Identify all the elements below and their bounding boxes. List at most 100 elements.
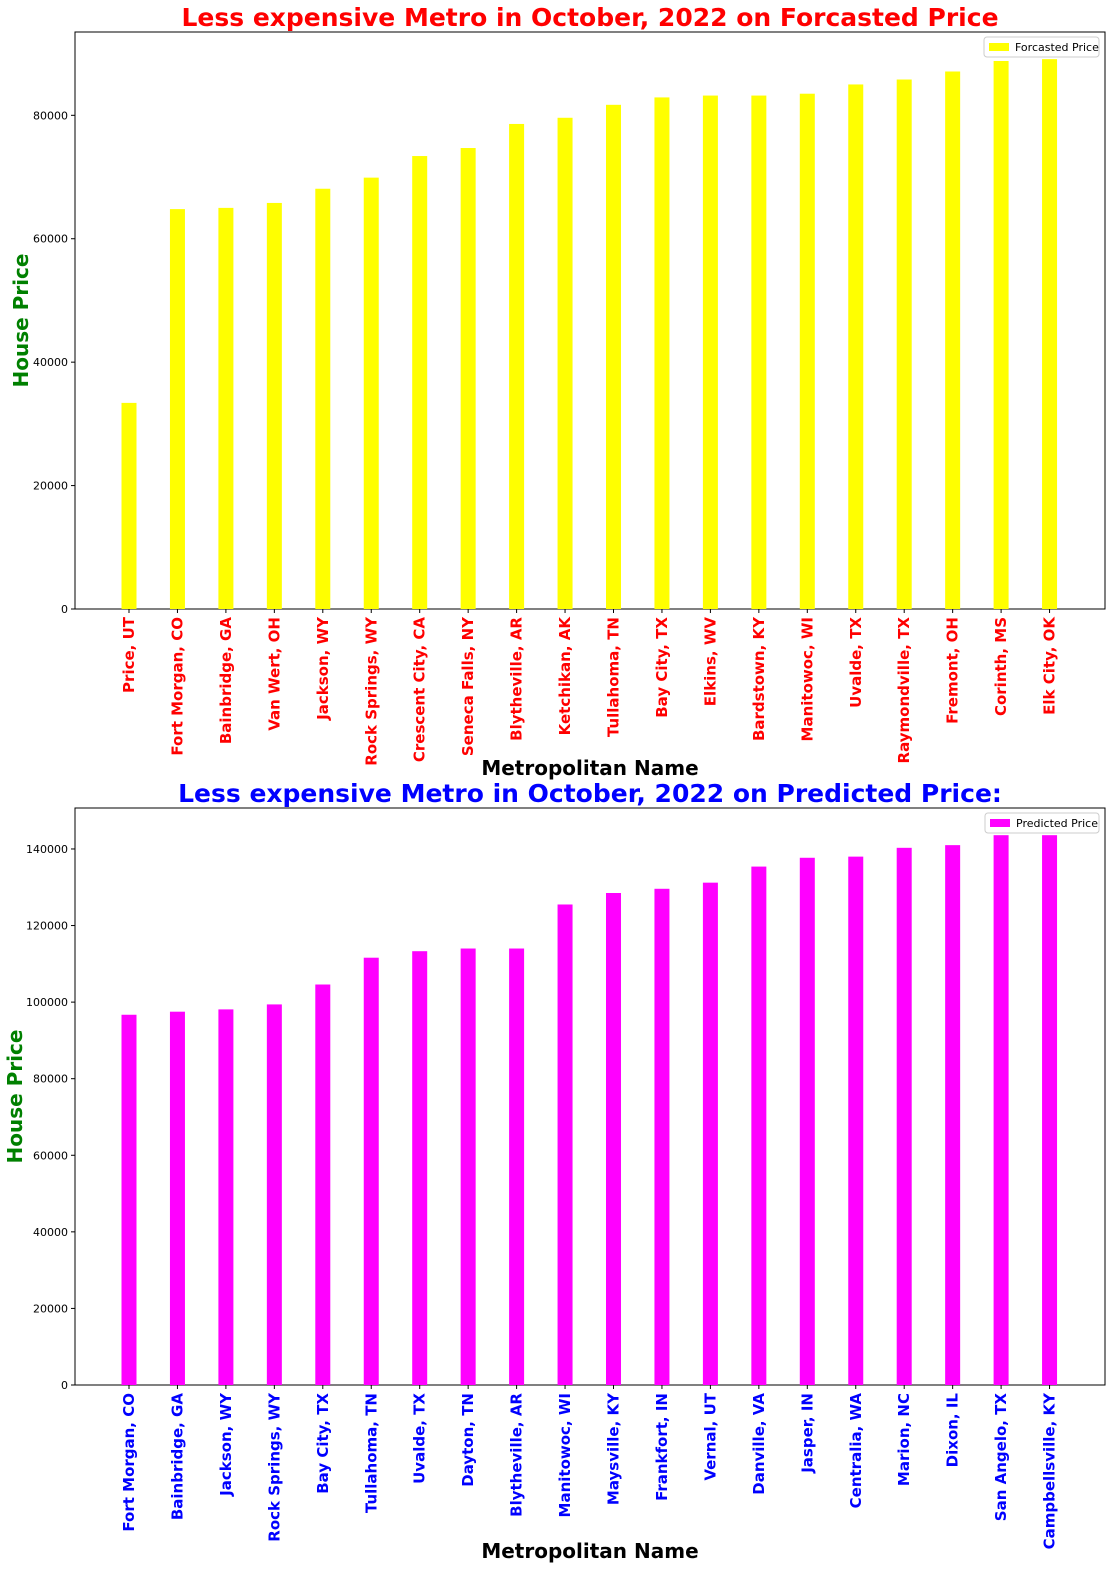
legend-swatch <box>990 819 1010 827</box>
chart-panel-1: Less expensive Metro in October, 2022 on… <box>9 3 1106 780</box>
bar <box>218 1009 234 1385</box>
x-tick-label: Price, UT <box>120 616 138 693</box>
legend: Forcasted Price <box>983 36 1100 58</box>
x-tick-label: Rock Springs, WY <box>362 616 380 766</box>
legend: Predicted Price <box>984 812 1100 834</box>
bar <box>266 1004 282 1385</box>
bar <box>363 957 379 1385</box>
legend-label: Predicted Price <box>1016 817 1098 830</box>
bar <box>654 888 670 1385</box>
y-axis-label: House Price <box>9 254 33 388</box>
x-tick-label: Danville, VA <box>750 1393 768 1495</box>
bar <box>169 1011 185 1385</box>
x-axis-label: Metropolitan Name <box>481 1539 698 1563</box>
y-tick-label: 40000 <box>33 1226 68 1239</box>
x-tick-label: San Angelo, TX <box>992 1393 1010 1522</box>
x-tick-label: Marion, NC <box>895 1393 913 1486</box>
bar <box>412 951 428 1385</box>
y-tick-label: 100000 <box>26 996 68 1009</box>
y-tick-label: 80000 <box>33 1073 68 1086</box>
bar <box>993 835 1009 1385</box>
y-tick-label: 0 <box>61 1379 68 1392</box>
x-tick-label: Tullahoma, TN <box>605 617 623 737</box>
bar <box>654 97 670 609</box>
x-tick-label: Rock Springs, WY <box>265 1392 283 1542</box>
bar <box>218 207 234 609</box>
y-axis-label: House Price <box>3 1030 27 1164</box>
bar <box>460 948 476 1385</box>
x-tick-label: Vernal, UT <box>701 1392 719 1480</box>
y-tick-label: 20000 <box>33 480 68 493</box>
legend-box <box>984 812 1100 834</box>
x-tick-label: Frankfort, IN <box>653 1393 671 1501</box>
x-tick-label: Ketchikan, AK <box>556 616 574 736</box>
bar <box>460 148 476 610</box>
x-tick-label: Bainbridge, GA <box>168 1393 186 1521</box>
bar <box>993 61 1009 610</box>
x-tick-label: Elkins, WV <box>701 617 719 707</box>
x-tick-label: Bardstown, KY <box>750 616 768 741</box>
x-tick-label: Centralia, WA <box>847 1393 865 1509</box>
bar <box>799 93 815 609</box>
legend-box <box>983 36 1100 58</box>
y-tick-label: 80000 <box>33 109 68 122</box>
bar <box>121 402 137 609</box>
x-tick-label: Bay City, TX <box>653 617 671 718</box>
x-tick-label: Jackson, WY <box>217 1392 235 1497</box>
y-tick-label: 0 <box>61 603 68 616</box>
x-tick-label: Jasper, IN <box>798 1393 816 1474</box>
plot-frame <box>74 807 1106 1386</box>
x-tick-label: Crescent City, CA <box>411 617 429 763</box>
chart-title: Less expensive Metro in October, 2022 on… <box>178 779 1002 808</box>
x-tick-label: Blytheville, AR <box>508 1393 526 1517</box>
bar <box>799 857 815 1385</box>
bar <box>121 1014 137 1385</box>
x-tick-label: Dayton, TN <box>459 1393 477 1487</box>
bar <box>1042 835 1058 1385</box>
chart-title: Less expensive Metro in October, 2022 on… <box>181 3 998 32</box>
x-tick-label: Campbellsville, KY <box>1041 1392 1059 1550</box>
bar <box>945 71 961 610</box>
x-tick-label: Uvalde, TX <box>411 1393 429 1484</box>
x-axis-label: Metropolitan Name <box>481 756 698 780</box>
bar <box>945 845 961 1385</box>
bar <box>702 882 718 1385</box>
x-tick-label: Van Wert, OH <box>265 617 283 731</box>
y-tick-label: 20000 <box>33 1302 68 1315</box>
chart-panel-2: Less expensive Metro in October, 2022 on… <box>3 779 1106 1563</box>
x-tick-label: Bay City, TX <box>314 1393 332 1494</box>
bar <box>557 904 573 1385</box>
bar <box>848 84 864 610</box>
y-tick-label: 60000 <box>33 233 68 246</box>
x-tick-label: Seneca Falls, NY <box>459 616 477 756</box>
bar <box>412 156 428 610</box>
x-tick-label: Maysville, KY <box>605 1392 623 1505</box>
x-tick-label: Manitowoc, WI <box>556 1393 574 1517</box>
legend-swatch <box>989 43 1009 51</box>
bar <box>751 866 767 1385</box>
bar <box>266 202 282 609</box>
y-tick-label: 120000 <box>26 920 68 933</box>
x-tick-label: Raymondville, TX <box>895 617 913 764</box>
x-tick-label: Fort Morgan, CO <box>120 1393 138 1532</box>
bar <box>557 117 573 609</box>
x-tick-label: Dixon, IL <box>944 1393 962 1468</box>
plot-frame <box>74 31 1106 610</box>
x-tick-label: Jackson, WY <box>314 616 332 721</box>
bar <box>315 188 331 609</box>
bar <box>848 856 864 1385</box>
bar <box>509 948 525 1385</box>
bar <box>751 95 767 610</box>
bar <box>315 984 331 1385</box>
x-tick-label: Fort Morgan, CO <box>168 617 186 756</box>
bar <box>509 123 525 609</box>
bar <box>169 209 185 609</box>
bar <box>606 104 621 610</box>
y-tick-label: 40000 <box>33 356 68 369</box>
bar <box>1042 59 1058 609</box>
x-tick-label: Blytheville, AR <box>508 617 526 741</box>
x-tick-label: Fremont, OH <box>944 617 962 724</box>
x-tick-label: Tullahoma, TN <box>362 1393 380 1513</box>
